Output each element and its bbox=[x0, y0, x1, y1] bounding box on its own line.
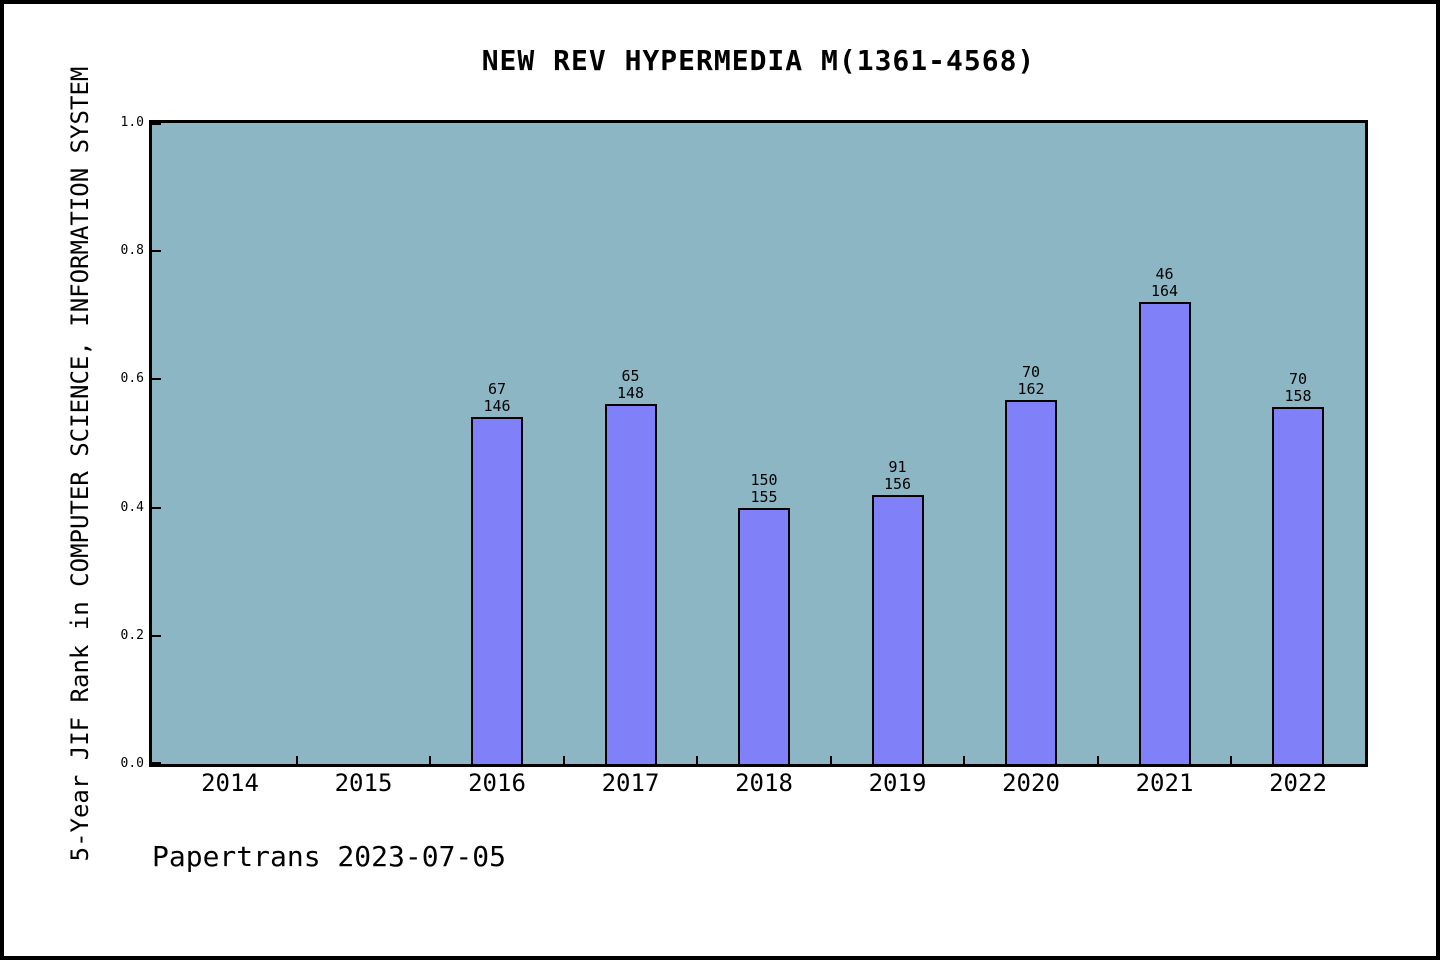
bar-rank-value: 150 bbox=[750, 471, 778, 489]
y-tick-label-0.2: 0.2 bbox=[120, 627, 144, 643]
x-tick-mark bbox=[429, 756, 432, 764]
y-axis-label: 5-Year JIF Rank in COMPUTER SCIENCE, INF… bbox=[66, 66, 94, 862]
x-tick-label-2019: 2019 bbox=[868, 769, 927, 797]
bar-total-value: 162 bbox=[1017, 380, 1045, 398]
bar-rank-value: 70 bbox=[1021, 363, 1041, 381]
bar-2021 bbox=[1138, 302, 1191, 764]
bar-2020 bbox=[1005, 400, 1057, 764]
y-tick-label-1.0: 1.0 bbox=[120, 115, 144, 130]
y-tick-mark bbox=[152, 250, 161, 253]
x-tick-label-2017: 2017 bbox=[601, 769, 660, 797]
y-tick-mark bbox=[152, 506, 161, 509]
bar-total-value: 158 bbox=[1284, 387, 1312, 405]
bar-total-value: 146 bbox=[483, 397, 511, 415]
y-tick-mark bbox=[152, 634, 161, 637]
y-tick-label-0.0: 0.0 bbox=[120, 756, 144, 771]
bar-total-value: 164 bbox=[1150, 282, 1179, 300]
x-tick-mark bbox=[295, 756, 298, 764]
bar-2018 bbox=[738, 508, 790, 764]
x-tick-label-2014: 2014 bbox=[201, 769, 259, 797]
bar-annotation-2021: 46 164 bbox=[1117, 266, 1213, 300]
y-tick-mark bbox=[152, 123, 161, 125]
bar-2016 bbox=[471, 417, 523, 764]
x-tick-mark bbox=[829, 756, 832, 764]
bar-total-value: 155 bbox=[750, 488, 778, 506]
x-tick-label-2016: 2016 bbox=[468, 769, 526, 797]
bar-rank-value: 70 bbox=[1288, 370, 1308, 388]
y-tick-label-0.4: 0.4 bbox=[120, 499, 144, 515]
bar-total-value: 156 bbox=[883, 475, 912, 493]
x-tick-label-2022: 2022 bbox=[1269, 769, 1327, 797]
y-tick-label-0.8: 0.8 bbox=[120, 243, 144, 259]
bar-annotation-2022: 70 158 bbox=[1250, 371, 1346, 405]
y-tick-mark bbox=[152, 378, 161, 381]
x-tick-label-2015: 2015 bbox=[334, 769, 393, 797]
bar-2019 bbox=[871, 495, 924, 764]
chart-title: NEW REV HYPERMEDIA M(1361-4568) bbox=[481, 44, 1036, 77]
bar-annotation-2020: 70 162 bbox=[983, 364, 1079, 398]
x-tick-label-2021: 2021 bbox=[1135, 769, 1194, 797]
bar-total-value: 148 bbox=[616, 384, 645, 402]
bar-2022 bbox=[1272, 407, 1324, 764]
x-tick-label-2020: 2020 bbox=[1002, 769, 1060, 797]
bar-annotation-2017: 65 148 bbox=[583, 368, 679, 402]
footer-watermark: Papertrans 2023-07-05 bbox=[152, 840, 507, 873]
x-tick-mark bbox=[1230, 756, 1233, 764]
bar-annotation-2019: 91 156 bbox=[850, 459, 946, 493]
x-tick-mark bbox=[562, 756, 565, 764]
bar-rank-value: 91 bbox=[888, 458, 907, 476]
bar-annotation-2016: 67 146 bbox=[449, 381, 545, 415]
bar-annotation-2018: 150 155 bbox=[716, 472, 812, 506]
x-tick-label-2018: 2018 bbox=[735, 769, 793, 797]
x-tick-mark bbox=[1096, 756, 1099, 764]
y-tick-label-0.6: 0.6 bbox=[120, 371, 144, 387]
bar-2017 bbox=[604, 404, 657, 764]
bar-rank-value: 67 bbox=[487, 380, 507, 398]
x-tick-mark bbox=[696, 756, 699, 764]
plot-area: 67 146 65 148 150 155 91 156 70 162 46 164 70 158 bbox=[149, 120, 1368, 767]
bar-rank-value: 46 bbox=[1155, 265, 1174, 283]
y-tick-mark bbox=[152, 762, 161, 764]
bar-rank-value: 65 bbox=[621, 367, 640, 385]
x-tick-mark bbox=[963, 756, 966, 764]
